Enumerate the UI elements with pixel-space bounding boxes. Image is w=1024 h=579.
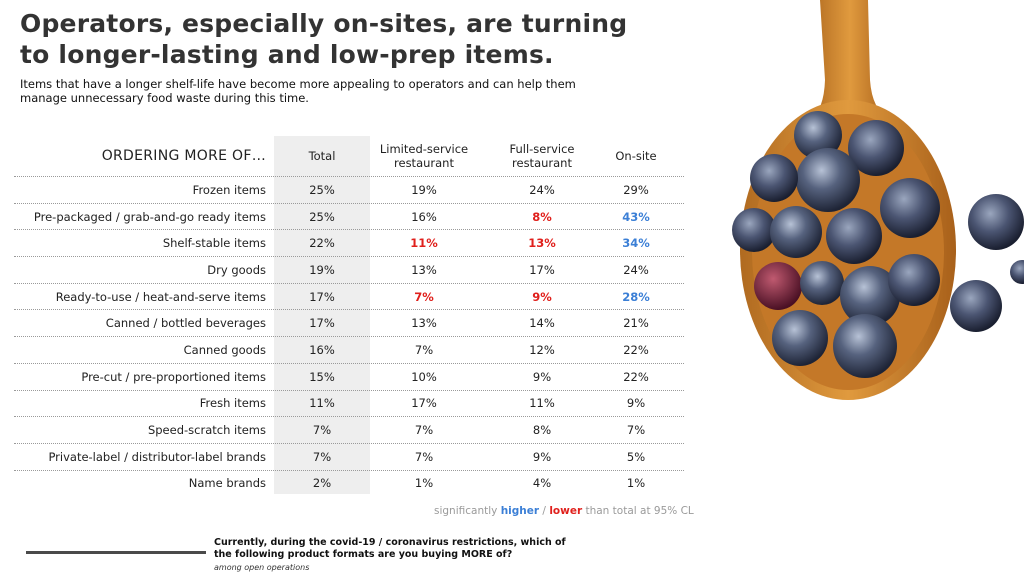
row-label: Shelf-stable items xyxy=(162,236,266,251)
table-header: ORDERING MORE OF… Total Limited-service … xyxy=(14,136,684,176)
header-full-service: Full-service restaurant xyxy=(509,142,575,170)
cell-on-site: 1% xyxy=(626,476,646,491)
table-row: Private-label / distributor-label brands… xyxy=(14,442,684,470)
cell-total: 15% xyxy=(309,369,335,384)
cell-full-service: 14% xyxy=(529,316,555,331)
table-row: Ready-to-use / heat-and-serve items 17% 7%… xyxy=(14,282,684,310)
legend-suffix: than total at 95% CL xyxy=(585,505,694,517)
row-label: Canned goods xyxy=(183,342,266,357)
row-label: Ready-to-use / heat-and-serve items xyxy=(55,289,266,304)
page-subtitle: Items that have a longer shelf-life have… xyxy=(20,77,576,105)
table-row: Dry goods 19% 13% 17% 24% xyxy=(14,256,684,283)
cell-total: 16% xyxy=(309,342,335,357)
table-row: Canned / bottled beverages 17% 13% 14% 21% xyxy=(14,309,684,336)
page-title: Operators, especially on-sites, are turn… xyxy=(20,9,628,69)
row-label: Frozen items xyxy=(192,182,266,197)
cell-total: 17% xyxy=(309,289,335,304)
cell-on-site: 28% xyxy=(622,289,650,304)
significance-legend: significantly higher / lower than total … xyxy=(434,505,694,517)
cell-limited-service: 7% xyxy=(414,449,434,464)
cell-full-service: 24% xyxy=(529,182,555,197)
row-label: Dry goods xyxy=(207,262,266,277)
cell-limited-service: 17% xyxy=(411,396,437,411)
table-row: Canned goods 16% 7% 12% 22% xyxy=(14,336,684,363)
cell-limited-service: 16% xyxy=(411,209,437,224)
table-row: Shelf-stable items 22% 11% 13% 34% xyxy=(14,229,684,256)
cell-limited-service: 13% xyxy=(411,316,437,331)
cell-limited-service: 13% xyxy=(411,262,437,277)
blueberry-spoon-image xyxy=(732,0,1024,400)
cell-total: 2% xyxy=(312,476,332,491)
cell-on-site: 21% xyxy=(623,316,649,331)
legend-separator: / xyxy=(542,505,546,517)
legend-higher: higher xyxy=(500,505,540,517)
cell-total: 11% xyxy=(309,396,335,411)
cell-limited-service: 19% xyxy=(411,182,437,197)
table-row: Frozen items 25% 19% 24% 29% xyxy=(14,176,684,203)
cell-on-site: 22% xyxy=(623,342,649,357)
cell-full-service: 9% xyxy=(532,369,552,384)
cell-full-service: 13% xyxy=(528,236,556,251)
cell-limited-service: 11% xyxy=(410,236,438,251)
legend-prefix: significantly xyxy=(434,505,498,517)
cell-full-service: 9% xyxy=(532,449,552,464)
legend-lower: lower xyxy=(549,505,583,517)
cell-limited-service: 10% xyxy=(411,369,437,384)
cell-full-service: 4% xyxy=(532,476,552,491)
cell-on-site: 29% xyxy=(623,182,649,197)
cell-total: 17% xyxy=(309,316,335,331)
cell-full-service: 8% xyxy=(532,423,552,438)
cell-limited-service: 7% xyxy=(414,289,434,304)
row-label: Private-label / distributor-label brands xyxy=(48,449,266,464)
cell-full-service: 17% xyxy=(529,262,555,277)
cell-on-site: 34% xyxy=(622,236,650,251)
cell-total: 22% xyxy=(309,236,335,251)
row-label: Fresh items xyxy=(199,396,266,411)
header-total: Total xyxy=(308,149,336,163)
cell-full-service: 8% xyxy=(532,209,552,224)
cell-on-site: 5% xyxy=(626,449,646,464)
cell-total: 19% xyxy=(309,262,335,277)
footer-rule xyxy=(26,551,206,554)
header-ordering-more-of: ORDERING MORE OF… xyxy=(101,148,266,164)
table-body: Frozen items 25% 19% 24% 29% Pre-packaged / g… xyxy=(14,176,684,496)
total-column-highlight xyxy=(274,136,370,494)
row-label: Name brands xyxy=(188,476,266,491)
cell-on-site: 7% xyxy=(626,423,646,438)
table-row: Speed-scratch items 7% 7% 8% 7% xyxy=(14,416,684,443)
table-row: Pre-cut / pre-proportioned items 15% 10% 9%… xyxy=(14,362,684,390)
cell-full-service: 12% xyxy=(529,342,555,357)
cell-total: 25% xyxy=(309,209,335,224)
row-label: Pre-packaged / grab-and-go ready items xyxy=(33,209,266,224)
survey-question: Currently, during the covid-19 / coronav… xyxy=(214,537,566,560)
cell-on-site: 9% xyxy=(626,396,646,411)
row-label: Speed-scratch items xyxy=(147,423,266,438)
cell-on-site: 24% xyxy=(623,262,649,277)
cell-limited-service: 1% xyxy=(414,476,434,491)
cell-total: 7% xyxy=(312,449,332,464)
header-on-site: On-site xyxy=(615,149,657,163)
cell-limited-service: 7% xyxy=(414,423,434,438)
cell-full-service: 11% xyxy=(529,396,555,411)
row-label: Canned / bottled beverages xyxy=(105,316,266,331)
cell-full-service: 9% xyxy=(532,289,552,304)
table-row: Name brands 2% 1% 4% 1% xyxy=(14,469,684,497)
cell-total: 25% xyxy=(309,182,335,197)
cell-limited-service: 7% xyxy=(414,342,434,357)
cell-on-site: 43% xyxy=(622,209,650,224)
table-row: Pre-packaged / grab-and-go ready items 25… xyxy=(14,202,684,230)
cell-total: 7% xyxy=(312,423,332,438)
survey-base: among open operations xyxy=(214,563,310,572)
cell-on-site: 22% xyxy=(623,369,649,384)
table-row: Fresh items 11% 17% 11% 9% xyxy=(14,389,684,417)
row-label: Pre-cut / pre-proportioned items xyxy=(81,369,266,384)
header-limited-service: Limited-service restaurant xyxy=(379,142,469,170)
